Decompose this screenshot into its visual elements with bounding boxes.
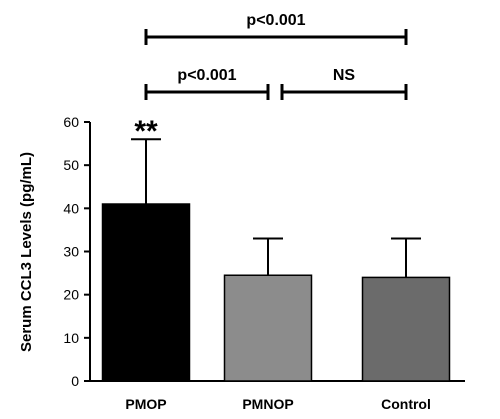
- y-tick-label: 40: [63, 200, 79, 216]
- bar-control: [361, 276, 451, 382]
- bar-pmnop: [223, 274, 313, 382]
- y-tick-label: 60: [63, 114, 79, 130]
- comparison-label: p<0.001: [246, 12, 305, 29]
- significance-stars: **: [134, 115, 158, 148]
- bars-group: **: [101, 115, 451, 382]
- comparison-label: NS: [333, 67, 356, 84]
- category-label: PMOP: [125, 396, 166, 412]
- y-axis-label: Serum CCL3 Levels (pg/mL): [18, 152, 35, 352]
- category-label: Control: [381, 396, 431, 412]
- y-ticks-group: 0 10 20 30 40 50 60: [63, 114, 90, 389]
- y-tick-label: 10: [63, 330, 79, 346]
- y-tick-label: 30: [63, 244, 79, 260]
- category-label: PMNOP: [242, 396, 293, 412]
- y-tick-label: 0: [71, 373, 79, 389]
- significance-brackets-group: p<0.001 p<0.001 NS: [144, 12, 408, 100]
- comparison-label: p<0.001: [177, 67, 236, 84]
- category-labels-group: PMOP PMNOP Control: [125, 396, 431, 412]
- bar-pmop: [101, 203, 191, 382]
- y-tick-label: 50: [63, 157, 79, 173]
- y-tick-label: 20: [63, 287, 79, 303]
